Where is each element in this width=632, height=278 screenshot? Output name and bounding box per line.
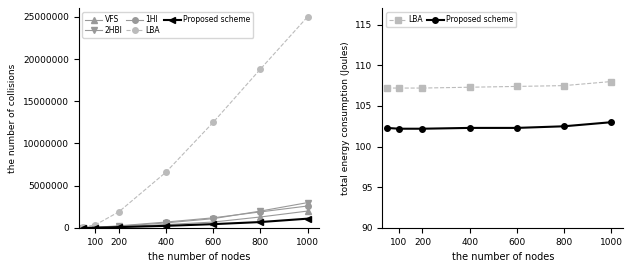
Legend: LBA, Proposed scheme: LBA, Proposed scheme (386, 12, 516, 27)
2HBI (80, 226, 87, 229)
LBA (80, 225, 87, 228)
LBA (418, 86, 426, 90)
2HBI (304, 201, 312, 204)
Proposed scheme (209, 222, 217, 226)
Line: 2HBI: 2HBI (80, 200, 310, 230)
Proposed scheme (92, 226, 99, 229)
Line: 1HI: 1HI (80, 203, 310, 230)
1HI (162, 220, 170, 224)
LBA (209, 121, 217, 124)
VFS (162, 223, 170, 226)
X-axis label: the number of nodes: the number of nodes (148, 252, 250, 262)
1HI (304, 204, 312, 208)
VFS (209, 220, 217, 224)
LBA (513, 85, 521, 88)
Proposed scheme (607, 121, 615, 124)
LBA (304, 15, 312, 18)
Proposed scheme (395, 127, 403, 130)
Proposed scheme (513, 126, 521, 130)
Legend: VFS, 2HBI, 1HI, LBA, Proposed scheme: VFS, 2HBI, 1HI, LBA, Proposed scheme (82, 12, 253, 38)
VFS (257, 215, 264, 219)
VFS (304, 209, 312, 213)
Y-axis label: total energy consumption (Joules): total energy consumption (Joules) (341, 41, 349, 195)
LBA (607, 80, 615, 83)
X-axis label: the number of nodes: the number of nodes (451, 252, 554, 262)
LBA (92, 223, 99, 227)
Proposed scheme (257, 220, 264, 224)
Line: LBA: LBA (80, 14, 310, 229)
1HI (80, 226, 87, 229)
Line: Proposed scheme: Proposed scheme (384, 120, 614, 131)
2HBI (162, 221, 170, 225)
LBA (466, 86, 473, 89)
VFS (115, 225, 123, 228)
LBA (561, 84, 568, 87)
Proposed scheme (383, 126, 391, 130)
1HI (92, 226, 99, 229)
LBA (115, 210, 123, 214)
LBA (162, 170, 170, 174)
Proposed scheme (418, 127, 426, 130)
Proposed scheme (80, 226, 87, 230)
VFS (92, 226, 99, 229)
Y-axis label: the number of collisions: the number of collisions (8, 63, 17, 173)
1HI (257, 210, 264, 214)
1HI (209, 216, 217, 220)
Proposed scheme (466, 126, 473, 130)
2HBI (209, 217, 217, 220)
VFS (80, 226, 87, 229)
2HBI (115, 225, 123, 228)
LBA (383, 86, 391, 90)
Line: VFS: VFS (80, 208, 310, 230)
Line: LBA: LBA (384, 79, 614, 91)
Proposed scheme (304, 217, 312, 220)
2HBI (92, 226, 99, 229)
Line: Proposed scheme: Proposed scheme (80, 215, 311, 231)
2HBI (257, 209, 264, 213)
Proposed scheme (162, 224, 170, 227)
1HI (115, 224, 123, 227)
Proposed scheme (115, 225, 123, 229)
LBA (395, 86, 403, 90)
LBA (257, 68, 264, 71)
Proposed scheme (561, 125, 568, 128)
